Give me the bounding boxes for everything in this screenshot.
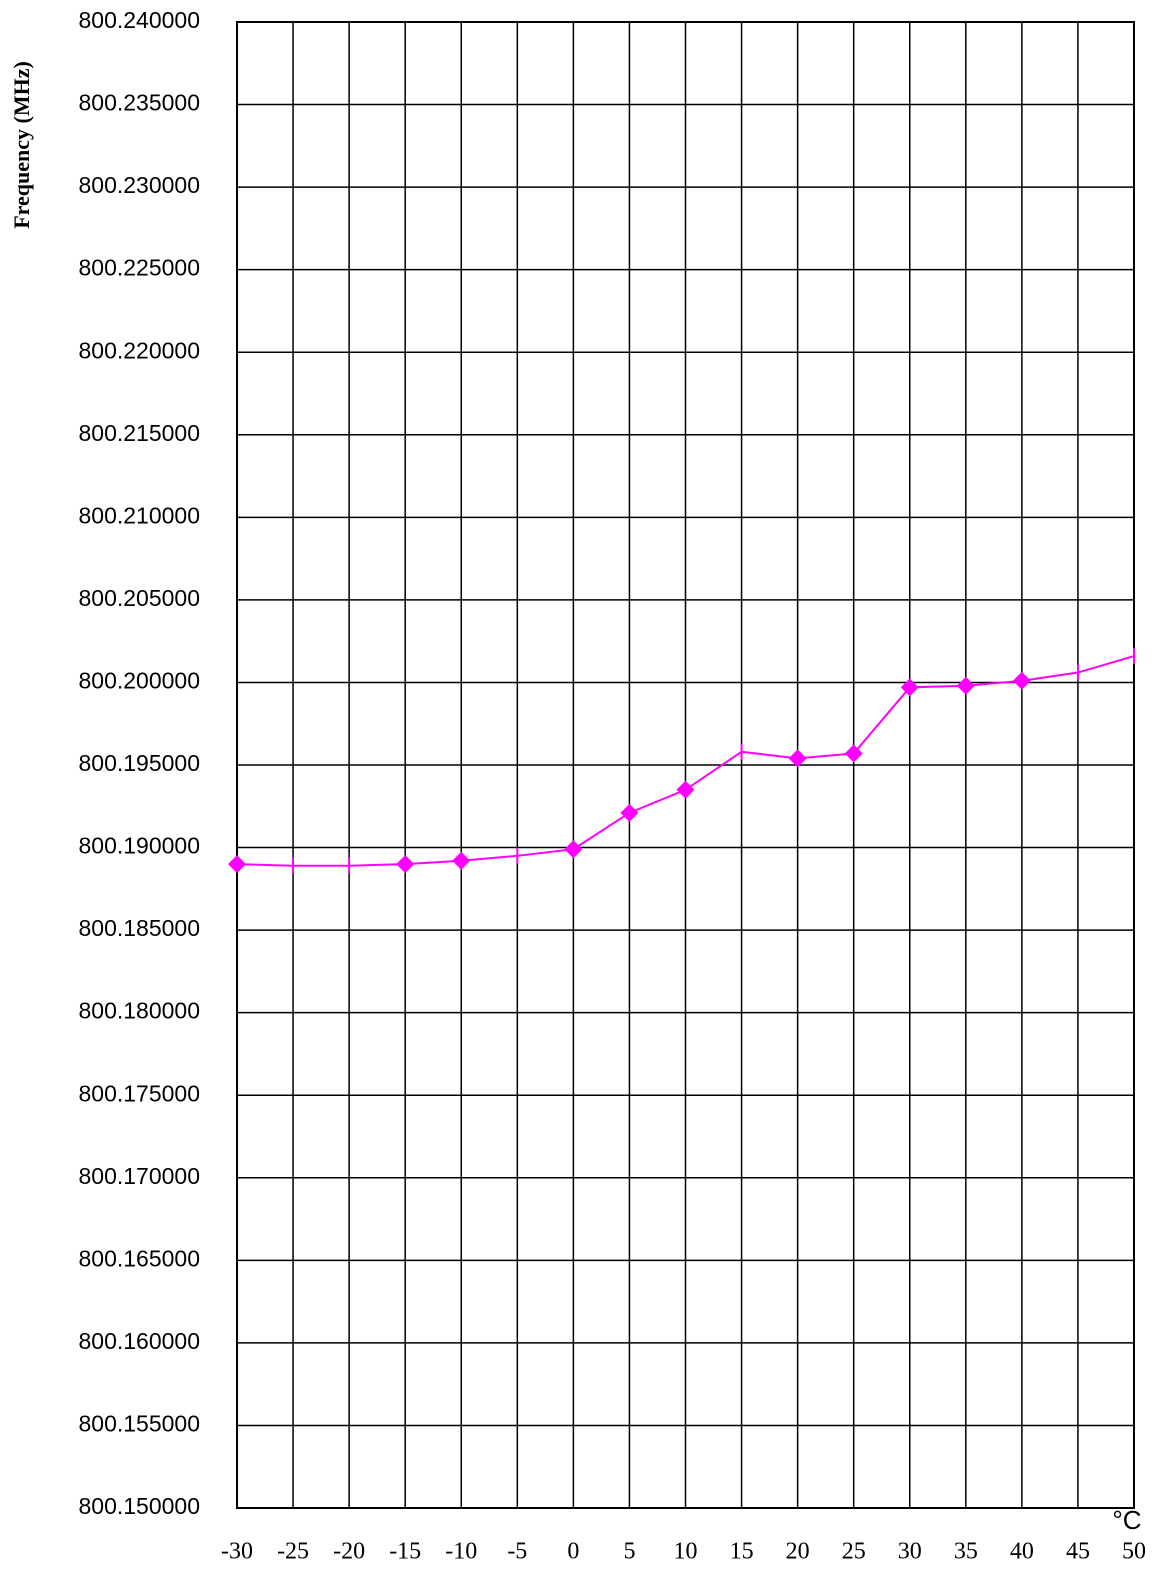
y-tick-label: 800.235000 bbox=[78, 90, 200, 116]
y-tick-label: 800.230000 bbox=[78, 172, 200, 198]
y-tick-label: 800.195000 bbox=[78, 750, 200, 776]
x-tick-label: 50 bbox=[1122, 1539, 1146, 1565]
y-tick-label: 800.170000 bbox=[78, 1163, 200, 1189]
y-tick-label: 800.220000 bbox=[78, 337, 200, 363]
plot-frame bbox=[236, 21, 1135, 1509]
x-tick-label: -25 bbox=[277, 1539, 309, 1565]
y-tick-label: 800.180000 bbox=[78, 998, 200, 1024]
marker bbox=[900, 678, 919, 697]
y-tick-label: 800.240000 bbox=[78, 7, 200, 33]
y-axis-label: Frequency (MHz) bbox=[9, 61, 34, 229]
x-unit-label: °C bbox=[1112, 1505, 1141, 1535]
x-tick-label: 0 bbox=[567, 1539, 579, 1565]
x-tick-label: 35 bbox=[954, 1539, 978, 1565]
x-tick-label: -20 bbox=[333, 1539, 365, 1565]
x-tick-label: 40 bbox=[1010, 1539, 1034, 1565]
y-tick-label: 800.150000 bbox=[78, 1493, 200, 1519]
marker bbox=[1012, 671, 1031, 690]
x-tick-label: -30 bbox=[221, 1539, 253, 1565]
x-tick-label: 30 bbox=[898, 1539, 922, 1565]
y-tick-label: 800.165000 bbox=[78, 1245, 200, 1271]
x-tick-label: 25 bbox=[842, 1539, 866, 1565]
marker bbox=[788, 749, 807, 768]
y-tick-label: 800.205000 bbox=[78, 585, 200, 611]
x-tick-label: -15 bbox=[389, 1539, 421, 1565]
x-tick-label: 45 bbox=[1066, 1539, 1090, 1565]
marker bbox=[676, 780, 695, 799]
x-tick-label: -10 bbox=[445, 1539, 477, 1565]
marker bbox=[396, 855, 415, 874]
marker bbox=[228, 855, 246, 874]
y-tick-label: 800.200000 bbox=[78, 668, 200, 694]
y-tick-label: 800.155000 bbox=[78, 1411, 200, 1437]
x-tick-label: 5 bbox=[623, 1539, 635, 1565]
y-tick-label: 800.190000 bbox=[78, 833, 200, 859]
marker bbox=[620, 803, 639, 822]
y-tick-label: 800.185000 bbox=[78, 915, 200, 941]
x-tick-label: 20 bbox=[786, 1539, 810, 1565]
marker bbox=[844, 744, 863, 763]
x-tick-label: 15 bbox=[730, 1539, 754, 1565]
x-tick-label: 10 bbox=[674, 1539, 698, 1565]
y-tick-label: 800.225000 bbox=[78, 255, 200, 281]
marker bbox=[452, 851, 471, 870]
y-tick-label: 800.160000 bbox=[78, 1328, 200, 1354]
marker bbox=[564, 840, 583, 859]
marker bbox=[956, 676, 975, 695]
y-tick-label: 800.175000 bbox=[78, 1080, 200, 1106]
y-tick-label: 800.215000 bbox=[78, 420, 200, 446]
y-tick-label: 800.210000 bbox=[78, 502, 200, 528]
x-tick-label: -5 bbox=[507, 1539, 527, 1565]
